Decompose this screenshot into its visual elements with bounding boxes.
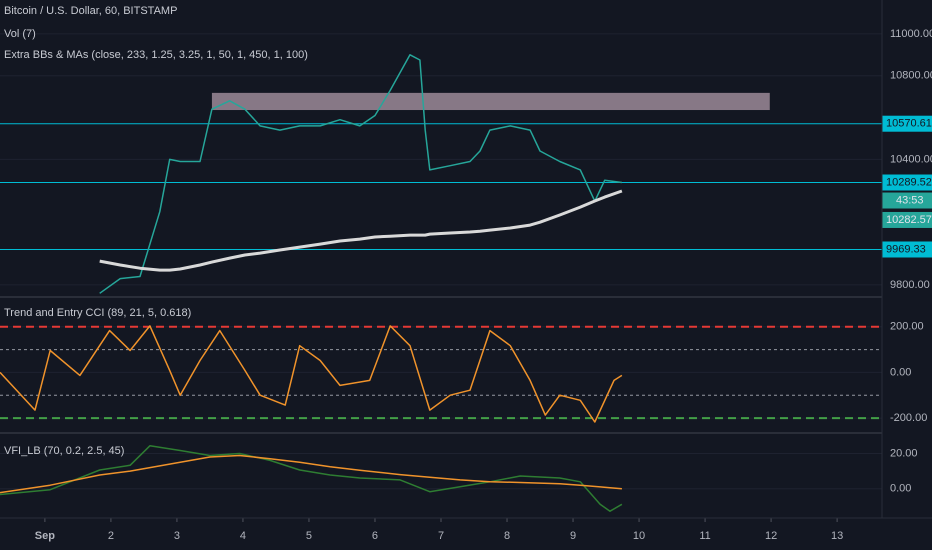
price-label: 9969.33 xyxy=(886,243,926,255)
x-tick-label: 2 xyxy=(108,530,114,542)
zone xyxy=(211,92,770,111)
series-line xyxy=(0,325,623,423)
x-tick-label: 7 xyxy=(438,530,444,542)
chart-title: Bitcoin / U.S. Dollar, 60, BITSTAMP xyxy=(4,5,177,17)
y-tick-label: 10400.00 xyxy=(890,153,932,165)
x-tick-label: 6 xyxy=(372,530,378,542)
y-tick-label: 20.00 xyxy=(890,447,918,459)
price-label: 10570.61 xyxy=(886,118,932,130)
y-tick-label: 200.00 xyxy=(890,321,924,333)
price-label: 10282.57 xyxy=(886,214,932,226)
indicator-label: Trend and Entry CCI (89, 21, 5, 0.618) xyxy=(4,307,191,319)
x-tick-label: Sep xyxy=(35,530,55,542)
countdown-box xyxy=(882,192,932,209)
x-tick-label: 9 xyxy=(570,530,576,542)
x-tick-label: 10 xyxy=(633,530,645,542)
x-tick-label: 4 xyxy=(240,530,246,542)
y-tick-label: 11000.00 xyxy=(890,28,932,40)
y-tick-label: 0.00 xyxy=(890,366,911,378)
x-tick-label: 3 xyxy=(174,530,180,542)
series-line xyxy=(99,189,623,272)
y-tick-label: -200.00 xyxy=(890,412,927,424)
price-label-box xyxy=(882,174,932,191)
x-tick-label: 12 xyxy=(765,530,777,542)
x-tick-label: 8 xyxy=(504,530,510,542)
price-label-box xyxy=(882,115,932,132)
indicator-label: VFI_LB (70, 0.2, 2.5, 45) xyxy=(4,445,124,457)
countdown: 43:53 xyxy=(896,194,924,206)
series-line xyxy=(99,54,622,294)
indicator-label: Vol (7) xyxy=(4,28,36,40)
price-label-box xyxy=(882,241,932,258)
series-line xyxy=(0,445,623,512)
plot-layer: 9800.00 10400.00 10800.00 11000.00 10570.61 1… xyxy=(0,28,932,542)
price-label-box xyxy=(882,211,932,228)
x-tick-label: 13 xyxy=(831,530,843,542)
y-tick-label: 0.00 xyxy=(890,483,911,495)
y-tick-label: 9800.00 xyxy=(890,279,930,291)
y-tick-label: 10800.00 xyxy=(890,70,932,82)
x-tick-label: 5 xyxy=(306,530,312,542)
price-label: 10289.52 xyxy=(886,176,932,188)
series-line xyxy=(0,454,622,494)
x-tick-label: 11 xyxy=(699,530,710,542)
indicator-label: Extra BBs & MAs (close, 233, 1.25, 3.25,… xyxy=(4,49,308,61)
